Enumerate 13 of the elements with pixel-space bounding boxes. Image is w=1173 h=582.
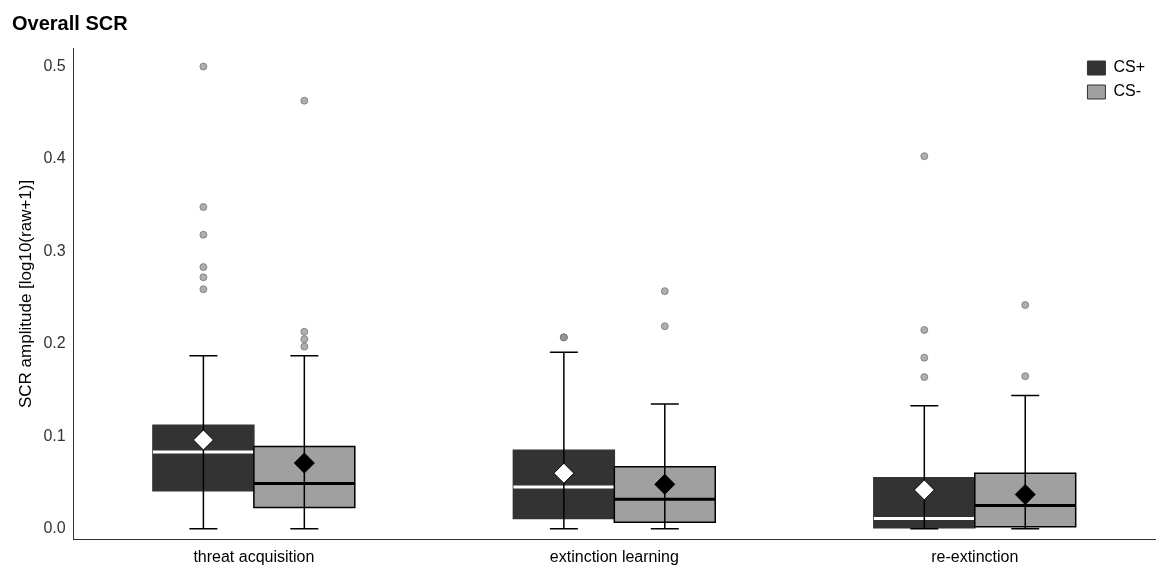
legend-label: CS-: [1113, 82, 1141, 100]
x-tick-label: re-extinction: [931, 547, 1019, 565]
y-tick-label: 0.0: [43, 519, 66, 537]
legend-label: CS+: [1113, 58, 1146, 76]
x-tick-label: threat acquisition: [193, 547, 315, 565]
y-tick-label: 0.3: [43, 241, 66, 259]
y-axis-title: SCR amplitude [log10(raw+1)]: [15, 179, 35, 408]
y-tick-label: 0.5: [43, 56, 66, 74]
y-tick-label: 0.4: [43, 149, 66, 167]
y-tick-label: 0.1: [43, 426, 66, 444]
chart-title: Overall SCR: [12, 11, 129, 34]
x-tick-label: extinction learning: [549, 547, 679, 565]
y-tick-label: 0.2: [43, 334, 66, 352]
